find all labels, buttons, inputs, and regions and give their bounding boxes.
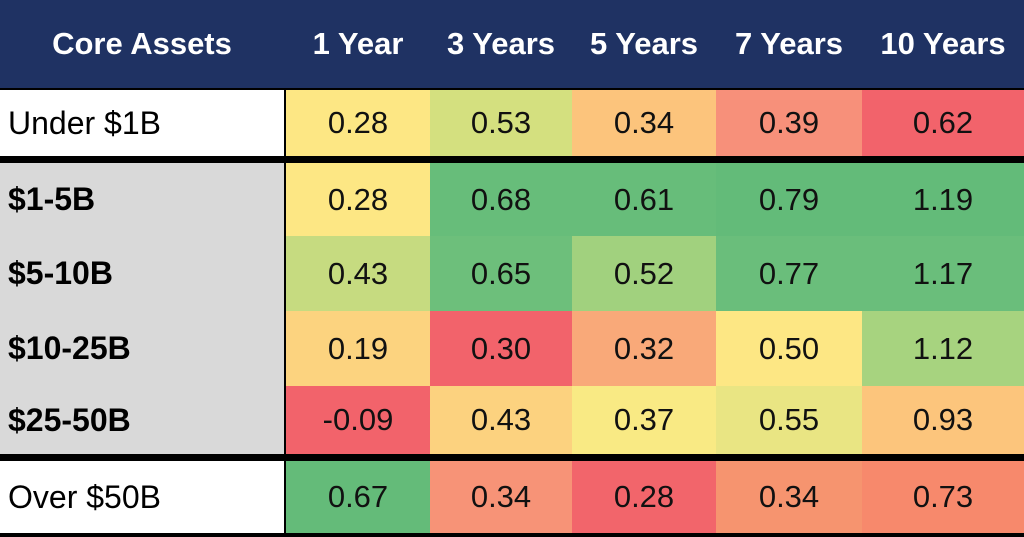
heatmap-cell: 0.43 <box>430 386 572 454</box>
heatmap-cell: 0.68 <box>430 163 572 236</box>
heatmap-cell: 0.73 <box>862 461 1024 533</box>
table-row: $10-25B 0.19 0.30 0.32 0.50 1.12 <box>0 311 1024 386</box>
heatmap-cell: -0.09 <box>286 386 430 454</box>
heatmap-cell: 0.67 <box>286 461 430 533</box>
header-7-years: 7 Years <box>734 26 844 61</box>
heatmap-cell: 0.77 <box>716 236 862 311</box>
heatmap-cell: 0.55 <box>716 386 862 454</box>
table-row: $5-10B 0.43 0.65 0.52 0.77 1.17 <box>0 236 1024 311</box>
row-label: $5-10B <box>0 236 284 311</box>
row-label: Over $50B <box>0 461 284 533</box>
table-row: $1-5B 0.28 0.68 0.61 0.79 1.19 <box>0 163 1024 236</box>
heatmap-cell: 1.17 <box>862 236 1024 311</box>
heatmap-cell: 0.93 <box>862 386 1024 454</box>
heatmap-cell: 0.34 <box>716 461 862 533</box>
row-label: Under $1B <box>0 90 284 156</box>
heatmap-cell: 0.52 <box>572 236 716 311</box>
header-row: Core Assets 1 Year 3 Years 5 Years 7 Yea… <box>0 0 1024 88</box>
row-label: $25-50B <box>0 386 284 454</box>
heatmap-cell: 0.61 <box>572 163 716 236</box>
heatmap-cell: 0.65 <box>430 236 572 311</box>
heatmap-cell: 0.53 <box>430 90 572 156</box>
row-label: $1-5B <box>0 163 284 236</box>
heatmap-cell: 0.28 <box>286 163 430 236</box>
heatmap-cell: 0.34 <box>430 461 572 533</box>
header-1-year: 1 Year <box>312 26 404 61</box>
heatmap-cell: 0.28 <box>286 90 430 156</box>
row-label: $10-25B <box>0 311 284 386</box>
heatmap-cell: 1.12 <box>862 311 1024 386</box>
header-5-years: 5 Years <box>589 26 699 61</box>
heatmap-cell: 0.19 <box>286 311 430 386</box>
table-row: Over $50B 0.67 0.34 0.28 0.34 0.73 <box>0 461 1024 533</box>
heatmap-cell: 0.43 <box>286 236 430 311</box>
heatmap-cell: 0.39 <box>716 90 862 156</box>
header-10-years: 10 Years <box>880 26 1006 61</box>
heatmap-cell: 0.79 <box>716 163 862 236</box>
heatmap-cell: 0.50 <box>716 311 862 386</box>
heatmap-cell: 0.37 <box>572 386 716 454</box>
heatmap-cell: 0.28 <box>572 461 716 533</box>
heatmap-cell: 1.19 <box>862 163 1024 236</box>
header-core-assets: Core Assets <box>52 26 232 61</box>
header-3-years: 3 Years <box>446 26 556 61</box>
table-row: $25-50B -0.09 0.43 0.37 0.55 0.93 <box>0 386 1024 454</box>
table-row: Under $1B 0.28 0.53 0.34 0.39 0.62 <box>0 90 1024 156</box>
heatmap-cell: 0.34 <box>572 90 716 156</box>
heatmap-cell: 0.62 <box>862 90 1024 156</box>
heatmap-cell: 0.32 <box>572 311 716 386</box>
heatmap-cell: 0.30 <box>430 311 572 386</box>
